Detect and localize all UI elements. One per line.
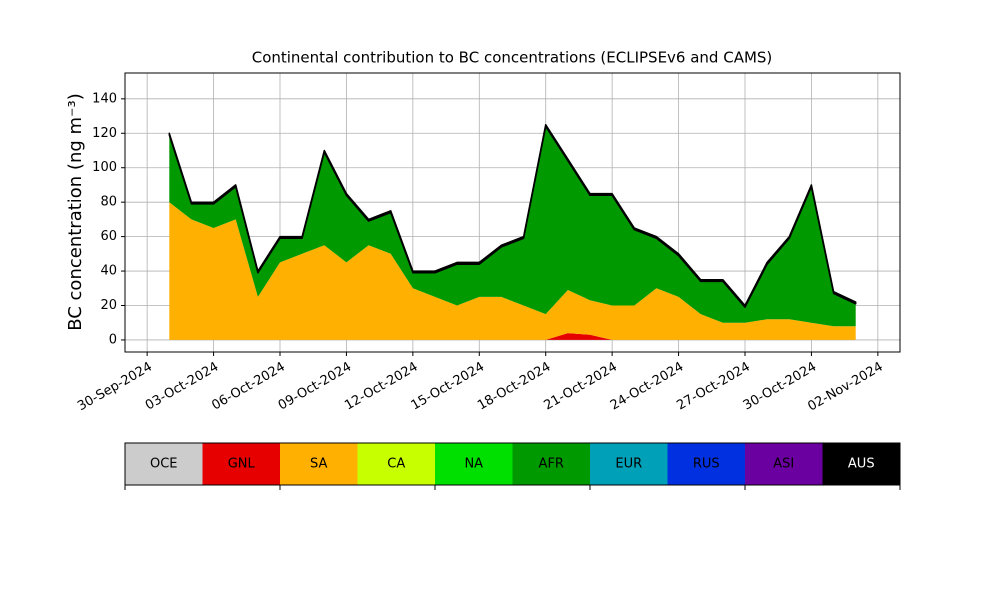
legend-swatch (822, 443, 900, 485)
y-tick-label: 40 (100, 264, 117, 279)
legend-swatch (202, 443, 280, 485)
x-tick-label: 15-Oct-2024 (409, 360, 487, 414)
y-axis-label: BC concentration (ng m⁻³) (65, 93, 86, 331)
x-tick-label: 21-Oct-2024 (542, 360, 620, 414)
y-tick-label: 0 (109, 332, 117, 347)
legend-swatch (512, 443, 590, 485)
x-tick-label: 27-Oct-2024 (674, 360, 752, 414)
legend-frame (124, 442, 901, 486)
legend-label: RUS (693, 457, 720, 472)
legend-swatch (667, 443, 745, 485)
legend-label: EUR (615, 457, 642, 472)
x-tick-label: 02-Nov-2024 (805, 360, 885, 415)
legend-swatch (590, 443, 668, 485)
plot-frame (124, 72, 901, 353)
x-tick-label: 30-Sep-2024 (75, 360, 155, 415)
x-tick-label: 03-Oct-2024 (143, 360, 221, 414)
legend-label: OCE (150, 457, 178, 472)
colorbar-ticks (124, 485, 901, 490)
legend-label: NA (464, 457, 483, 472)
legend-label: SA (310, 457, 327, 472)
area (169, 126, 856, 327)
x-tick-label: 12-Oct-2024 (342, 360, 420, 414)
legend-swatch (125, 443, 203, 485)
y-tick-label: 140 (92, 91, 117, 106)
y-tick-label: 60 (100, 229, 117, 244)
legend-swatch (357, 443, 435, 485)
y-tick-label: 100 (92, 160, 117, 175)
x-tick-label: 18-Oct-2024 (475, 360, 553, 414)
legend-label: CA (387, 457, 405, 472)
x-tick-label: 06-Oct-2024 (209, 360, 287, 414)
legend-label: ASI (773, 457, 794, 472)
area (169, 202, 856, 340)
legend-swatch (435, 443, 513, 485)
x-tick-label: 09-Oct-2024 (276, 360, 354, 414)
legend-label: GNL (228, 457, 256, 472)
chart-title: Continental contribution to BC concentra… (252, 49, 773, 67)
y-tick-label: 120 (92, 126, 117, 141)
legend-swatch (280, 443, 358, 485)
legend-swatch (745, 443, 823, 485)
y-tick-label: 20 (100, 298, 117, 313)
legend-label: AFR (539, 457, 564, 472)
x-tick-label: 24-Oct-2024 (608, 360, 686, 414)
area (168, 123, 857, 308)
y-tick-label: 80 (100, 195, 117, 210)
legend-label: AUS (848, 457, 875, 472)
